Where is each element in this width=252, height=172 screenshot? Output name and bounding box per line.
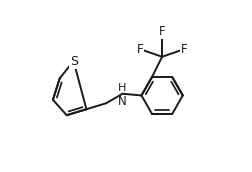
Text: H: H: [118, 83, 127, 93]
Text: N: N: [118, 95, 127, 108]
Text: F: F: [136, 42, 143, 56]
Text: S: S: [70, 55, 78, 68]
Text: F: F: [159, 25, 165, 38]
Text: F: F: [181, 42, 188, 56]
